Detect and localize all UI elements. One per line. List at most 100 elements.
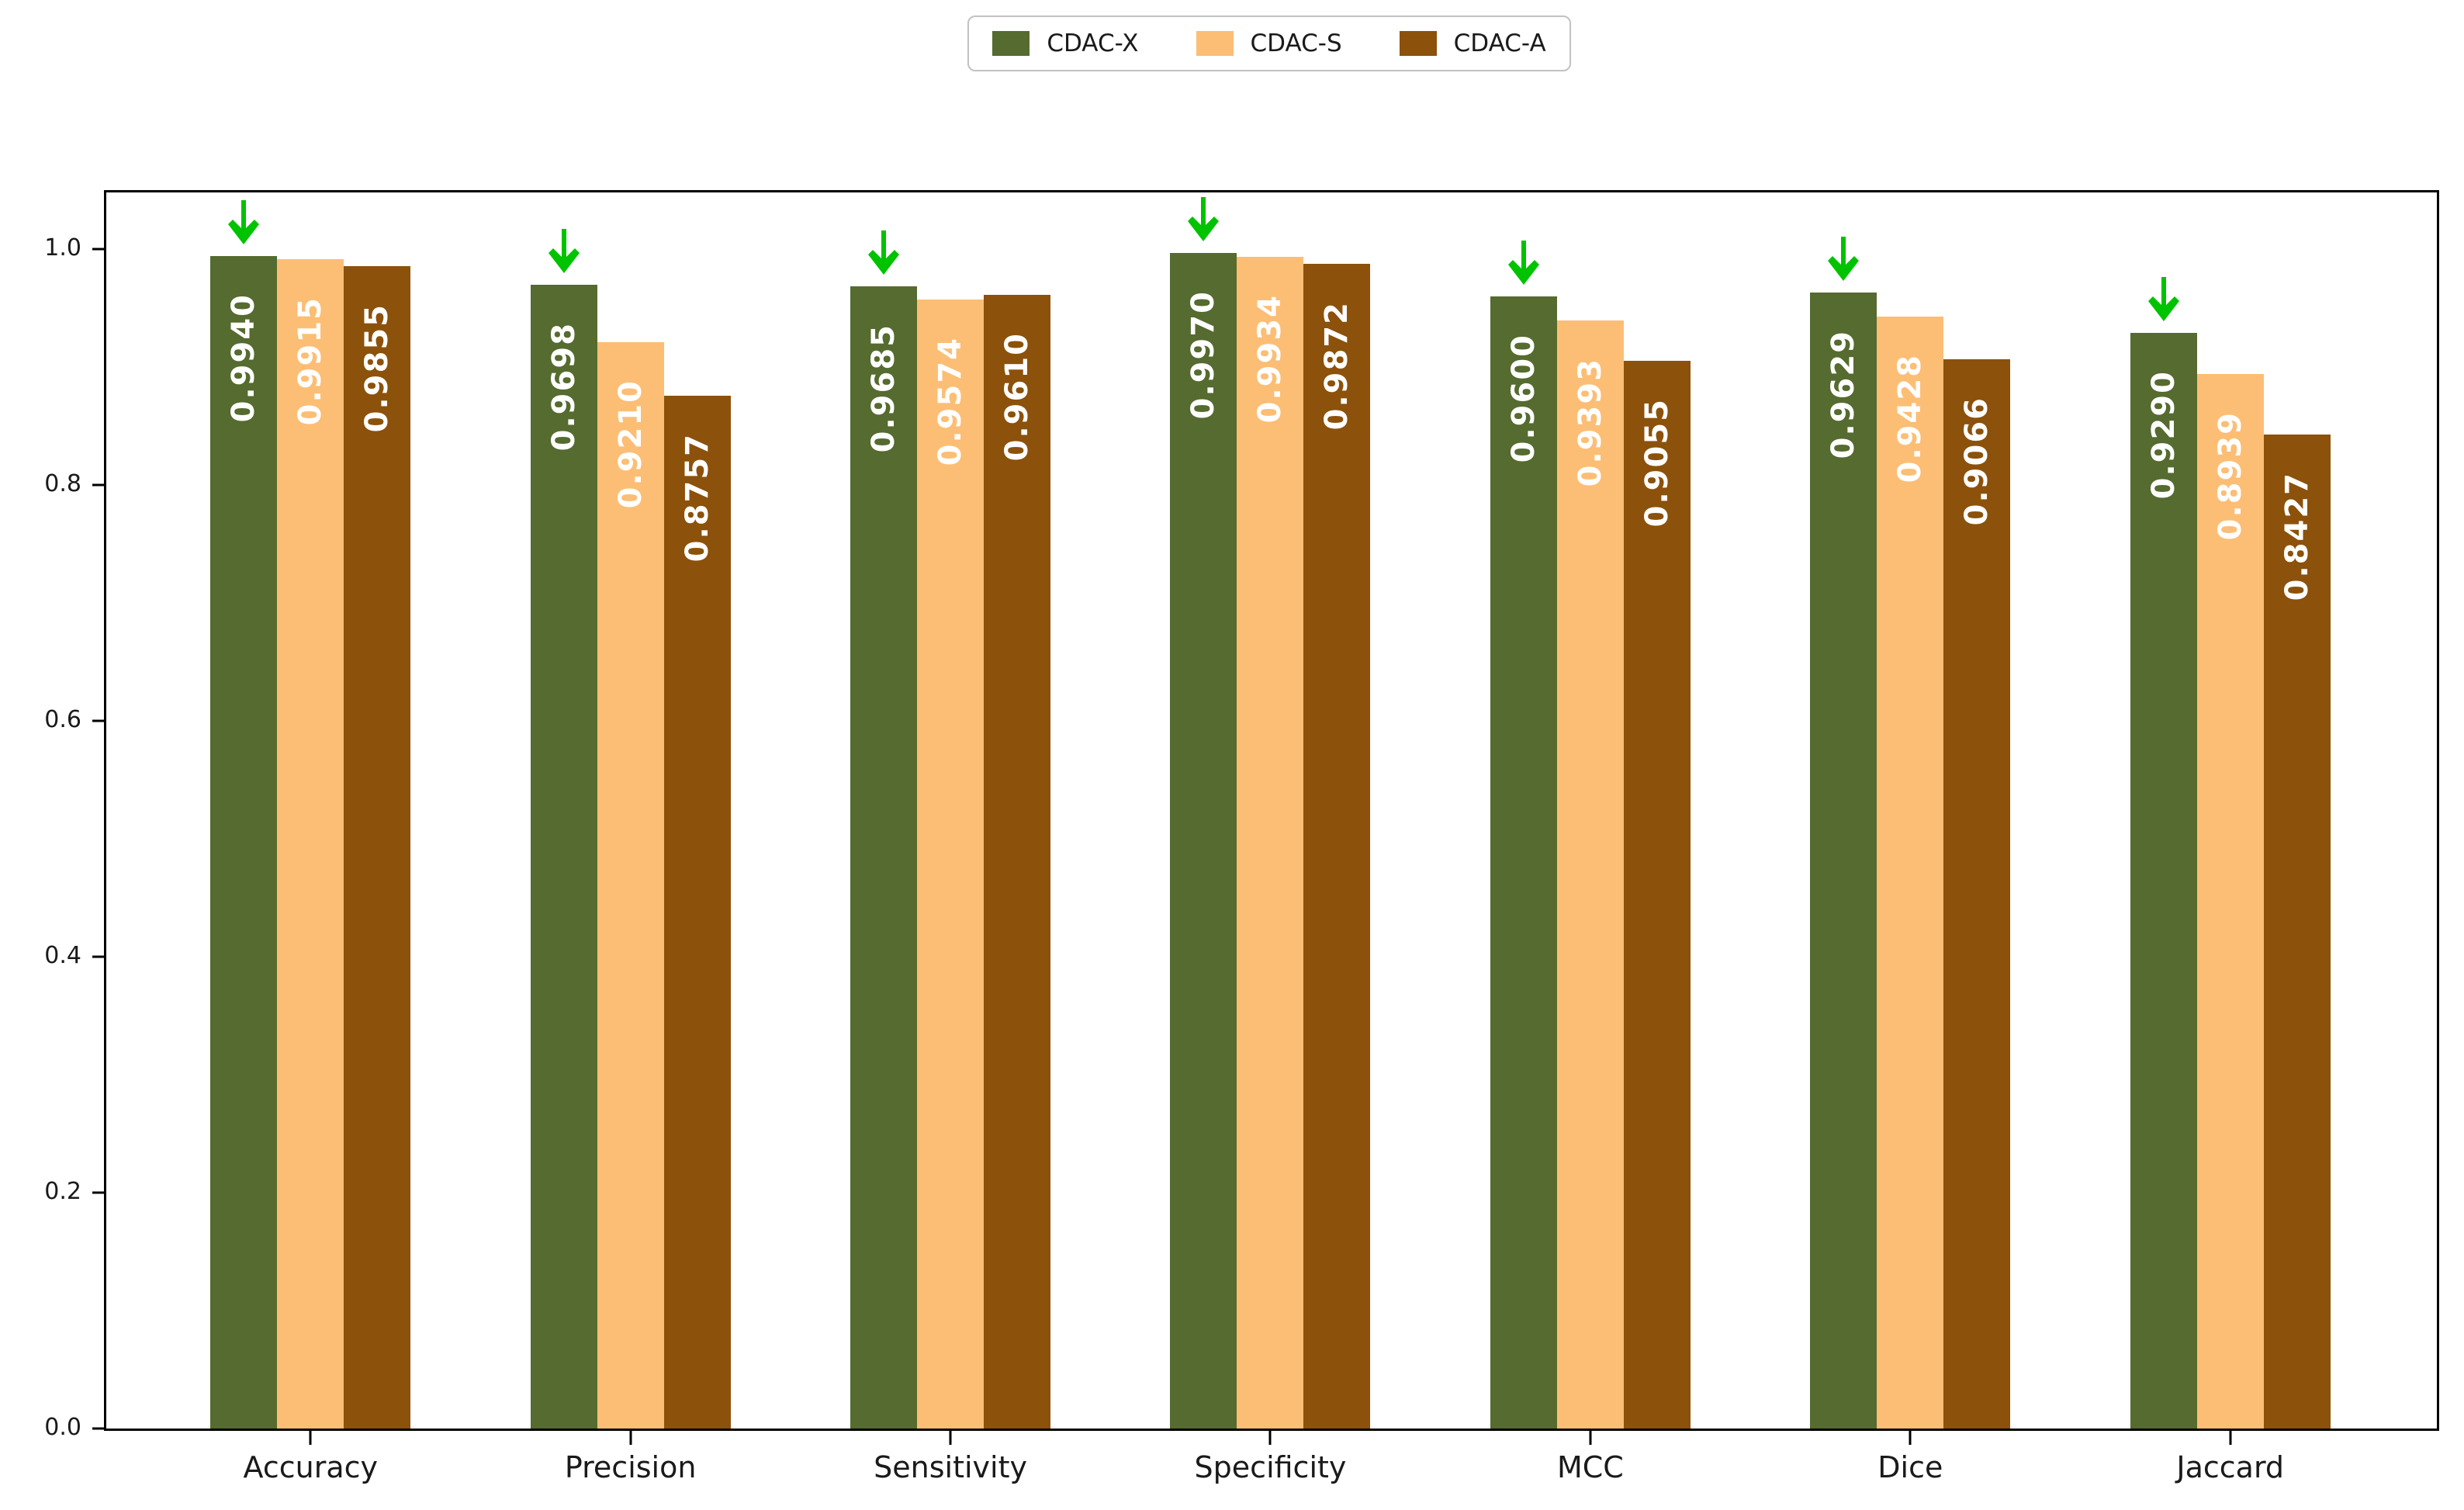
bar-cdac-s-precision: 0.9210 — [597, 342, 664, 1429]
bar-value-label: 0.9934 — [1252, 294, 1289, 424]
down-arrow-icon — [850, 230, 917, 275]
bar-group-accuracy: Accuracy 0.9940 0.9915 0.9855 — [151, 192, 470, 1484]
down-arrow-icon — [210, 200, 277, 245]
bar-value-label: 0.9600 — [1505, 333, 1542, 463]
bar-cdac-a-specificity: 0.9872 — [1303, 264, 1371, 1429]
bar-value-label: 0.9428 — [1892, 353, 1929, 483]
legend-wrapper: CDAC-X CDAC-S CDAC-A — [104, 16, 2435, 71]
bar-cdac-a-dice: 0.9066 — [1943, 358, 2011, 1429]
x-axis-label-jaccard: Jaccard — [2176, 1450, 2285, 1484]
legend-label: CDAC-X — [1047, 29, 1139, 57]
x-tick-mark — [309, 1431, 312, 1445]
down-arrow-icon — [531, 228, 597, 274]
bar-cdac-x-sensitivity: 0.9685 — [850, 286, 918, 1429]
y-tick-mark — [92, 1191, 106, 1194]
x-axis-label-precision: Precision — [564, 1450, 697, 1484]
legend-item-cdac-a: CDAC-A — [1399, 29, 1546, 57]
y-tick-mark — [92, 1427, 106, 1430]
y-tick-label: 0.4 — [44, 941, 81, 969]
down-arrow-icon — [1170, 196, 1237, 242]
bar-value-label: 0.9940 — [226, 293, 262, 423]
x-axis-label-sensitivity: Sensitivity — [874, 1450, 1027, 1484]
bar-cdac-a-precision: 0.8757 — [663, 395, 731, 1429]
x-tick-mark — [1589, 1431, 1592, 1445]
bar-cdac-x-jaccard: 0.9290 — [2130, 332, 2197, 1429]
down-arrow-icon — [1490, 240, 1557, 286]
bar-cdac-x-specificity: 0.9970 — [1170, 252, 1237, 1429]
bar-cdac-x-accuracy: 0.9940 — [210, 256, 278, 1429]
legend-label: CDAC-S — [1250, 29, 1342, 57]
bar-group-inner: 0.9290 0.8939 0.8427 — [2130, 192, 2331, 1429]
y-tick-label: 0.8 — [44, 469, 81, 497]
bar-value-label: 0.9610 — [999, 332, 1036, 462]
y-tick-label: 0.6 — [44, 705, 81, 733]
bar-value-label: 0.9915 — [292, 296, 329, 426]
bar-cdac-a-accuracy: 0.9855 — [344, 266, 411, 1429]
y-tick-mark — [92, 719, 106, 722]
x-tick-mark — [2229, 1431, 2232, 1445]
legend-swatch-icon — [1196, 31, 1234, 56]
bar-cdac-s-mcc: 0.9393 — [1556, 320, 1624, 1429]
bar-group-mcc: MCC 0.9600 0.9393 0.9055 — [1431, 192, 1750, 1484]
bar-group-inner: 0.9600 0.9393 0.9055 — [1490, 192, 1691, 1429]
bar-group-inner: 0.9970 0.9934 0.9872 — [1170, 192, 1371, 1429]
x-tick-mark — [949, 1431, 952, 1445]
y-tick-label: 0.0 — [44, 1413, 81, 1441]
bar-value-label: 0.9290 — [2145, 369, 2182, 500]
y-tick-label: 1.0 — [44, 234, 81, 261]
bar-value-label: 0.9872 — [1319, 301, 1355, 431]
bar-cdac-s-sensitivity: 0.9574 — [917, 299, 985, 1429]
bar-cdac-a-mcc: 0.9055 — [1623, 360, 1691, 1429]
legend-swatch-icon — [992, 31, 1030, 56]
bar-value-label: 0.8427 — [2279, 472, 2315, 601]
bar-cdac-a-sensitivity: 0.9610 — [984, 295, 1051, 1429]
x-axis-label-specificity: Specificity — [1194, 1450, 1347, 1484]
bar-cdac-s-dice: 0.9428 — [1877, 316, 1944, 1429]
bar-value-label: 0.8757 — [679, 432, 715, 563]
legend-swatch-icon — [1399, 31, 1437, 56]
bar-value-label: 0.9629 — [1826, 330, 1862, 459]
bar-group-dice: Dice 0.9629 0.9428 0.9066 — [1750, 192, 2070, 1484]
bar-value-label: 0.9970 — [1185, 289, 1222, 419]
bar-group-inner: 0.9629 0.9428 0.9066 — [1810, 192, 2011, 1429]
plot-area: 0.0 0.2 0.4 0.6 0.8 1.0 Accuracy 0.9940 0.9915 0… — [44, 190, 2439, 1484]
bar-cdac-s-accuracy: 0.9915 — [277, 258, 344, 1429]
bar-value-label: 0.9393 — [1572, 358, 1608, 487]
legend: CDAC-X CDAC-S CDAC-A — [967, 16, 1571, 71]
bar-value-label: 0.9574 — [933, 336, 969, 466]
x-tick-mark — [629, 1431, 632, 1445]
bar-value-label: 0.8939 — [2212, 411, 2248, 541]
bar-cdac-x-dice: 0.9629 — [1810, 293, 1877, 1429]
bar-value-label: 0.9698 — [545, 321, 582, 452]
bar-group-sensitivity: Sensitivity 0.9685 0.9574 0.9610 — [791, 192, 1110, 1484]
bar-group-precision: Precision 0.9698 0.9210 0.8757 — [470, 192, 790, 1484]
x-axis-label-mcc: MCC — [1556, 1450, 1624, 1484]
bar-cdac-x-mcc: 0.9600 — [1490, 296, 1557, 1429]
bar-value-label: 0.9066 — [1959, 396, 1995, 526]
x-tick-mark — [1909, 1431, 1912, 1445]
bar-group-inner: 0.9685 0.9574 0.9610 — [850, 192, 1051, 1429]
bar-group-jaccard: Jaccard 0.9290 0.8939 0.8427 — [2071, 192, 2390, 1484]
bar-cdac-a-jaccard: 0.8427 — [2263, 435, 2331, 1429]
down-arrow-icon — [2130, 276, 2197, 322]
bar-group-specificity: Specificity 0.9970 0.9934 0.9872 — [1110, 192, 1430, 1484]
x-axis-label-dice: Dice — [1877, 1450, 1943, 1484]
bar-value-label: 0.9055 — [1639, 397, 1675, 527]
legend-item-cdac-x: CDAC-X — [992, 29, 1139, 57]
y-tick-label: 0.2 — [44, 1177, 81, 1205]
bar-group-inner: 0.9698 0.9210 0.8757 — [530, 192, 731, 1429]
y-tick-mark — [92, 955, 106, 958]
x-tick-mark — [1268, 1431, 1272, 1445]
legend-label: CDAC-A — [1453, 29, 1546, 57]
bar-value-label: 0.9210 — [612, 379, 649, 509]
legend-item-cdac-s: CDAC-S — [1196, 29, 1342, 57]
bar-group-inner: 0.9940 0.9915 0.9855 — [210, 192, 411, 1429]
bar-cdac-s-jaccard: 0.8939 — [2196, 374, 2264, 1429]
bar-value-label: 0.9685 — [866, 323, 902, 453]
y-tick-mark — [92, 483, 106, 487]
down-arrow-icon — [1810, 237, 1877, 282]
bar-cdac-x-precision: 0.9698 — [530, 284, 597, 1429]
bar-groups-container: Accuracy 0.9940 0.9915 0.9855 Precision 0.969… — [106, 192, 2437, 1484]
y-tick-mark — [92, 248, 106, 251]
bar-value-label: 0.9855 — [359, 303, 396, 433]
